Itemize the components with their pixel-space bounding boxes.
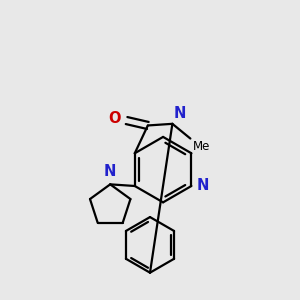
Text: O: O xyxy=(108,111,121,126)
Text: N: N xyxy=(196,178,209,194)
Text: N: N xyxy=(103,164,116,179)
Text: N: N xyxy=(173,106,186,121)
Text: Me: Me xyxy=(193,140,210,153)
